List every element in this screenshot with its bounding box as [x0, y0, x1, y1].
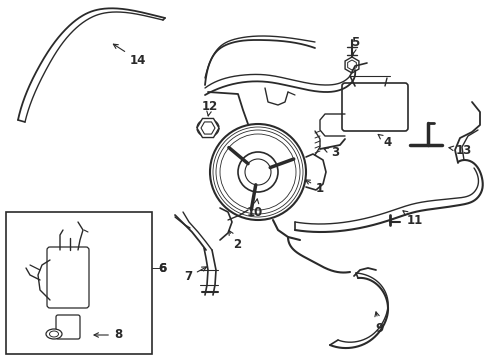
- Text: 12: 12: [202, 99, 218, 116]
- FancyBboxPatch shape: [47, 247, 89, 308]
- Text: 14: 14: [113, 44, 146, 67]
- Circle shape: [238, 152, 278, 192]
- FancyBboxPatch shape: [56, 315, 80, 339]
- Text: 6: 6: [158, 261, 166, 274]
- Text: 2: 2: [228, 230, 241, 252]
- Text: 11: 11: [402, 211, 422, 226]
- Circle shape: [244, 159, 270, 185]
- Ellipse shape: [46, 329, 62, 339]
- Ellipse shape: [49, 331, 59, 337]
- FancyBboxPatch shape: [341, 83, 407, 131]
- Text: 8: 8: [94, 328, 122, 342]
- Text: 7: 7: [183, 267, 206, 284]
- Text: 5: 5: [350, 36, 358, 54]
- FancyBboxPatch shape: [6, 212, 152, 354]
- Text: 1: 1: [305, 180, 324, 194]
- Text: 9: 9: [374, 312, 384, 334]
- Text: 4: 4: [377, 134, 391, 148]
- Text: 10: 10: [246, 199, 263, 219]
- Text: 3: 3: [323, 147, 338, 159]
- Text: 6: 6: [158, 261, 166, 274]
- Text: 13: 13: [448, 144, 471, 157]
